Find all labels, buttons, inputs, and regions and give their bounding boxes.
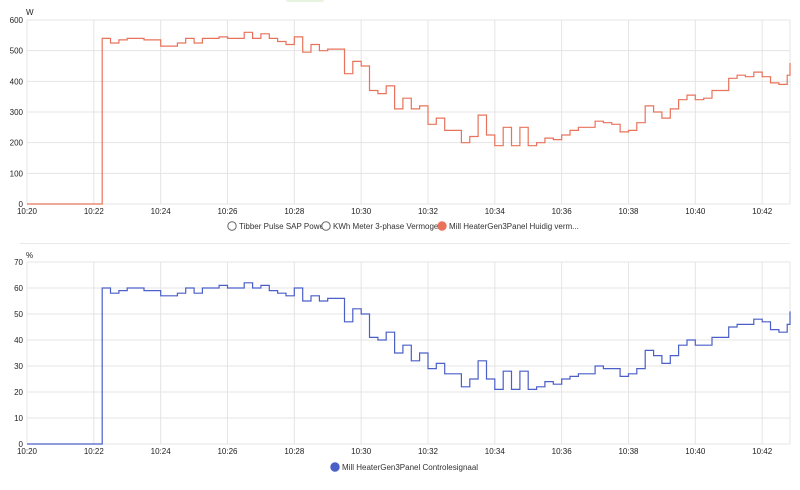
y-tick-label: 50 [14,310,23,319]
series-line [27,31,791,205]
legend-marker-icon[interactable] [330,462,340,472]
x-tick-label: 10:34 [485,207,506,216]
x-tick-label: 10:24 [151,207,172,216]
x-tick-label: 10:38 [618,207,639,216]
x-tick-label: 10:32 [418,207,439,216]
x-tick-label: 10:28 [284,447,305,456]
x-tick-label: 10:36 [552,447,573,456]
x-tick-label: 10:26 [217,447,238,456]
chart-divider [20,243,790,244]
top-indicator-pill [285,0,325,2]
legend-marker-icon[interactable] [437,221,447,231]
y-tick-label: 300 [10,108,24,117]
legend-label[interactable]: Mill HeaterGen3Panel Huidig verm... [449,222,579,231]
x-tick-label: 10:22 [84,207,105,216]
y-tick-label: 60 [14,284,23,293]
y-tick-label: 40 [14,336,23,345]
power-chart: 0 100 200 300 400 500 600 10:20 10:22 10:24 10:26… [10,8,791,231]
control-signal-chart: 0 10 20 30 40 50 60 70 10:20 10:22 10:24 10:26 10:2… [14,251,791,472]
x-tick-label: 10:40 [685,207,706,216]
legend-label[interactable]: Mill HeaterGen3Panel Controlesignaal [342,463,478,472]
y-tick-label: 0 [19,440,24,449]
x-tick-label: 10:30 [351,207,372,216]
y-axis-unit: % [26,251,33,260]
x-tick-label: 10:20 [17,447,38,456]
y-tick-label: 200 [10,139,24,148]
y-tick-label: 600 [10,16,24,25]
x-tick-label: 10:38 [618,447,639,456]
legend-item[interactable]: Mill HeaterGen3Panel Controlesignaal [330,462,478,472]
y-tick-label: 400 [10,77,24,86]
x-tick-label: 10:24 [151,447,172,456]
y-tick-label: 70 [14,258,23,267]
y-tick-label: 30 [14,362,23,371]
x-tick-label: 10:42 [752,207,773,216]
x-tick-label: 10:30 [351,447,372,456]
x-tick-label: 10:42 [752,447,773,456]
x-tick-label: 10:26 [217,207,238,216]
legend-item[interactable]: KWh Meter 3-phase Vermogen [321,221,443,231]
x-tick-label: 10:20 [17,207,38,216]
legend-label[interactable]: KWh Meter 3-phase Vermogen [333,222,443,231]
legend-marker-icon[interactable] [321,221,331,231]
legend-item[interactable]: Tibber Pulse SAP Power [227,221,327,231]
legend-label[interactable]: Tibber Pulse SAP Power [239,222,327,231]
x-tick-label: 10:32 [418,447,439,456]
y-tick-label: 10 [14,414,23,423]
y-tick-label: 500 [10,47,24,56]
series-line [27,282,791,445]
y-axis-unit: W [26,8,34,17]
x-tick-label: 10:22 [84,447,105,456]
y-tick-label: 100 [10,169,24,178]
y-tick-label: 0 [19,200,24,209]
x-tick-label: 10:40 [685,447,706,456]
legend-marker-icon[interactable] [227,221,237,231]
x-tick-label: 10:28 [284,207,305,216]
legend-item[interactable]: Mill HeaterGen3Panel Huidig verm... [437,221,579,231]
y-tick-label: 20 [14,388,23,397]
x-tick-label: 10:34 [485,447,506,456]
x-tick-label: 10:36 [552,207,573,216]
